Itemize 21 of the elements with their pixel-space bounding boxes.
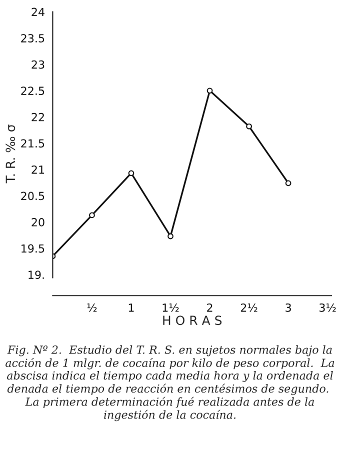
y-tick-label: 23.5 — [21, 34, 44, 42]
y-tick-label: 22.5 — [21, 86, 44, 96]
y-axis-title: T. R. ‰ σ — [6, 124, 16, 184]
x-tick-label: ½ — [87, 303, 97, 312]
y-tick-label: 24 — [32, 8, 44, 16]
y-tick-label: 23 — [32, 60, 44, 69]
x-tick-label: 3½ — [320, 303, 336, 312]
y-tick-label: 20.5 — [21, 192, 44, 200]
x-tick-label: 2 — [207, 303, 212, 312]
y-tick-label: 22 — [32, 112, 44, 122]
y-tick-label: 19.5 — [22, 244, 44, 253]
x-axis-title: H O R A S — [163, 316, 222, 326]
y-tick-label: 21.5 — [21, 139, 44, 148]
x-tick-label: 1 — [128, 304, 134, 312]
y-tick-label: 20 — [32, 218, 44, 226]
y-tick-label: 19. — [28, 270, 44, 279]
x-tick-label: 2½ — [240, 303, 258, 312]
y-tick-label: 21 — [32, 165, 44, 174]
text: Fig. Nº 2. Estudio del T. R. S. en sujetos normales bajo la acción de 1 mlgr. de cocaína por kilo de peso corporal. La abscisa indica el tiempo cada media hora y la ordenada el denada el tiempo de reacción en centésimos de segundo. La primera determinación fué realizada antes de la ingestión de la cocaína. — [6, 345, 334, 422]
x-tick-label: 1½ — [162, 303, 179, 312]
x-tick-label: 3 — [286, 303, 291, 312]
